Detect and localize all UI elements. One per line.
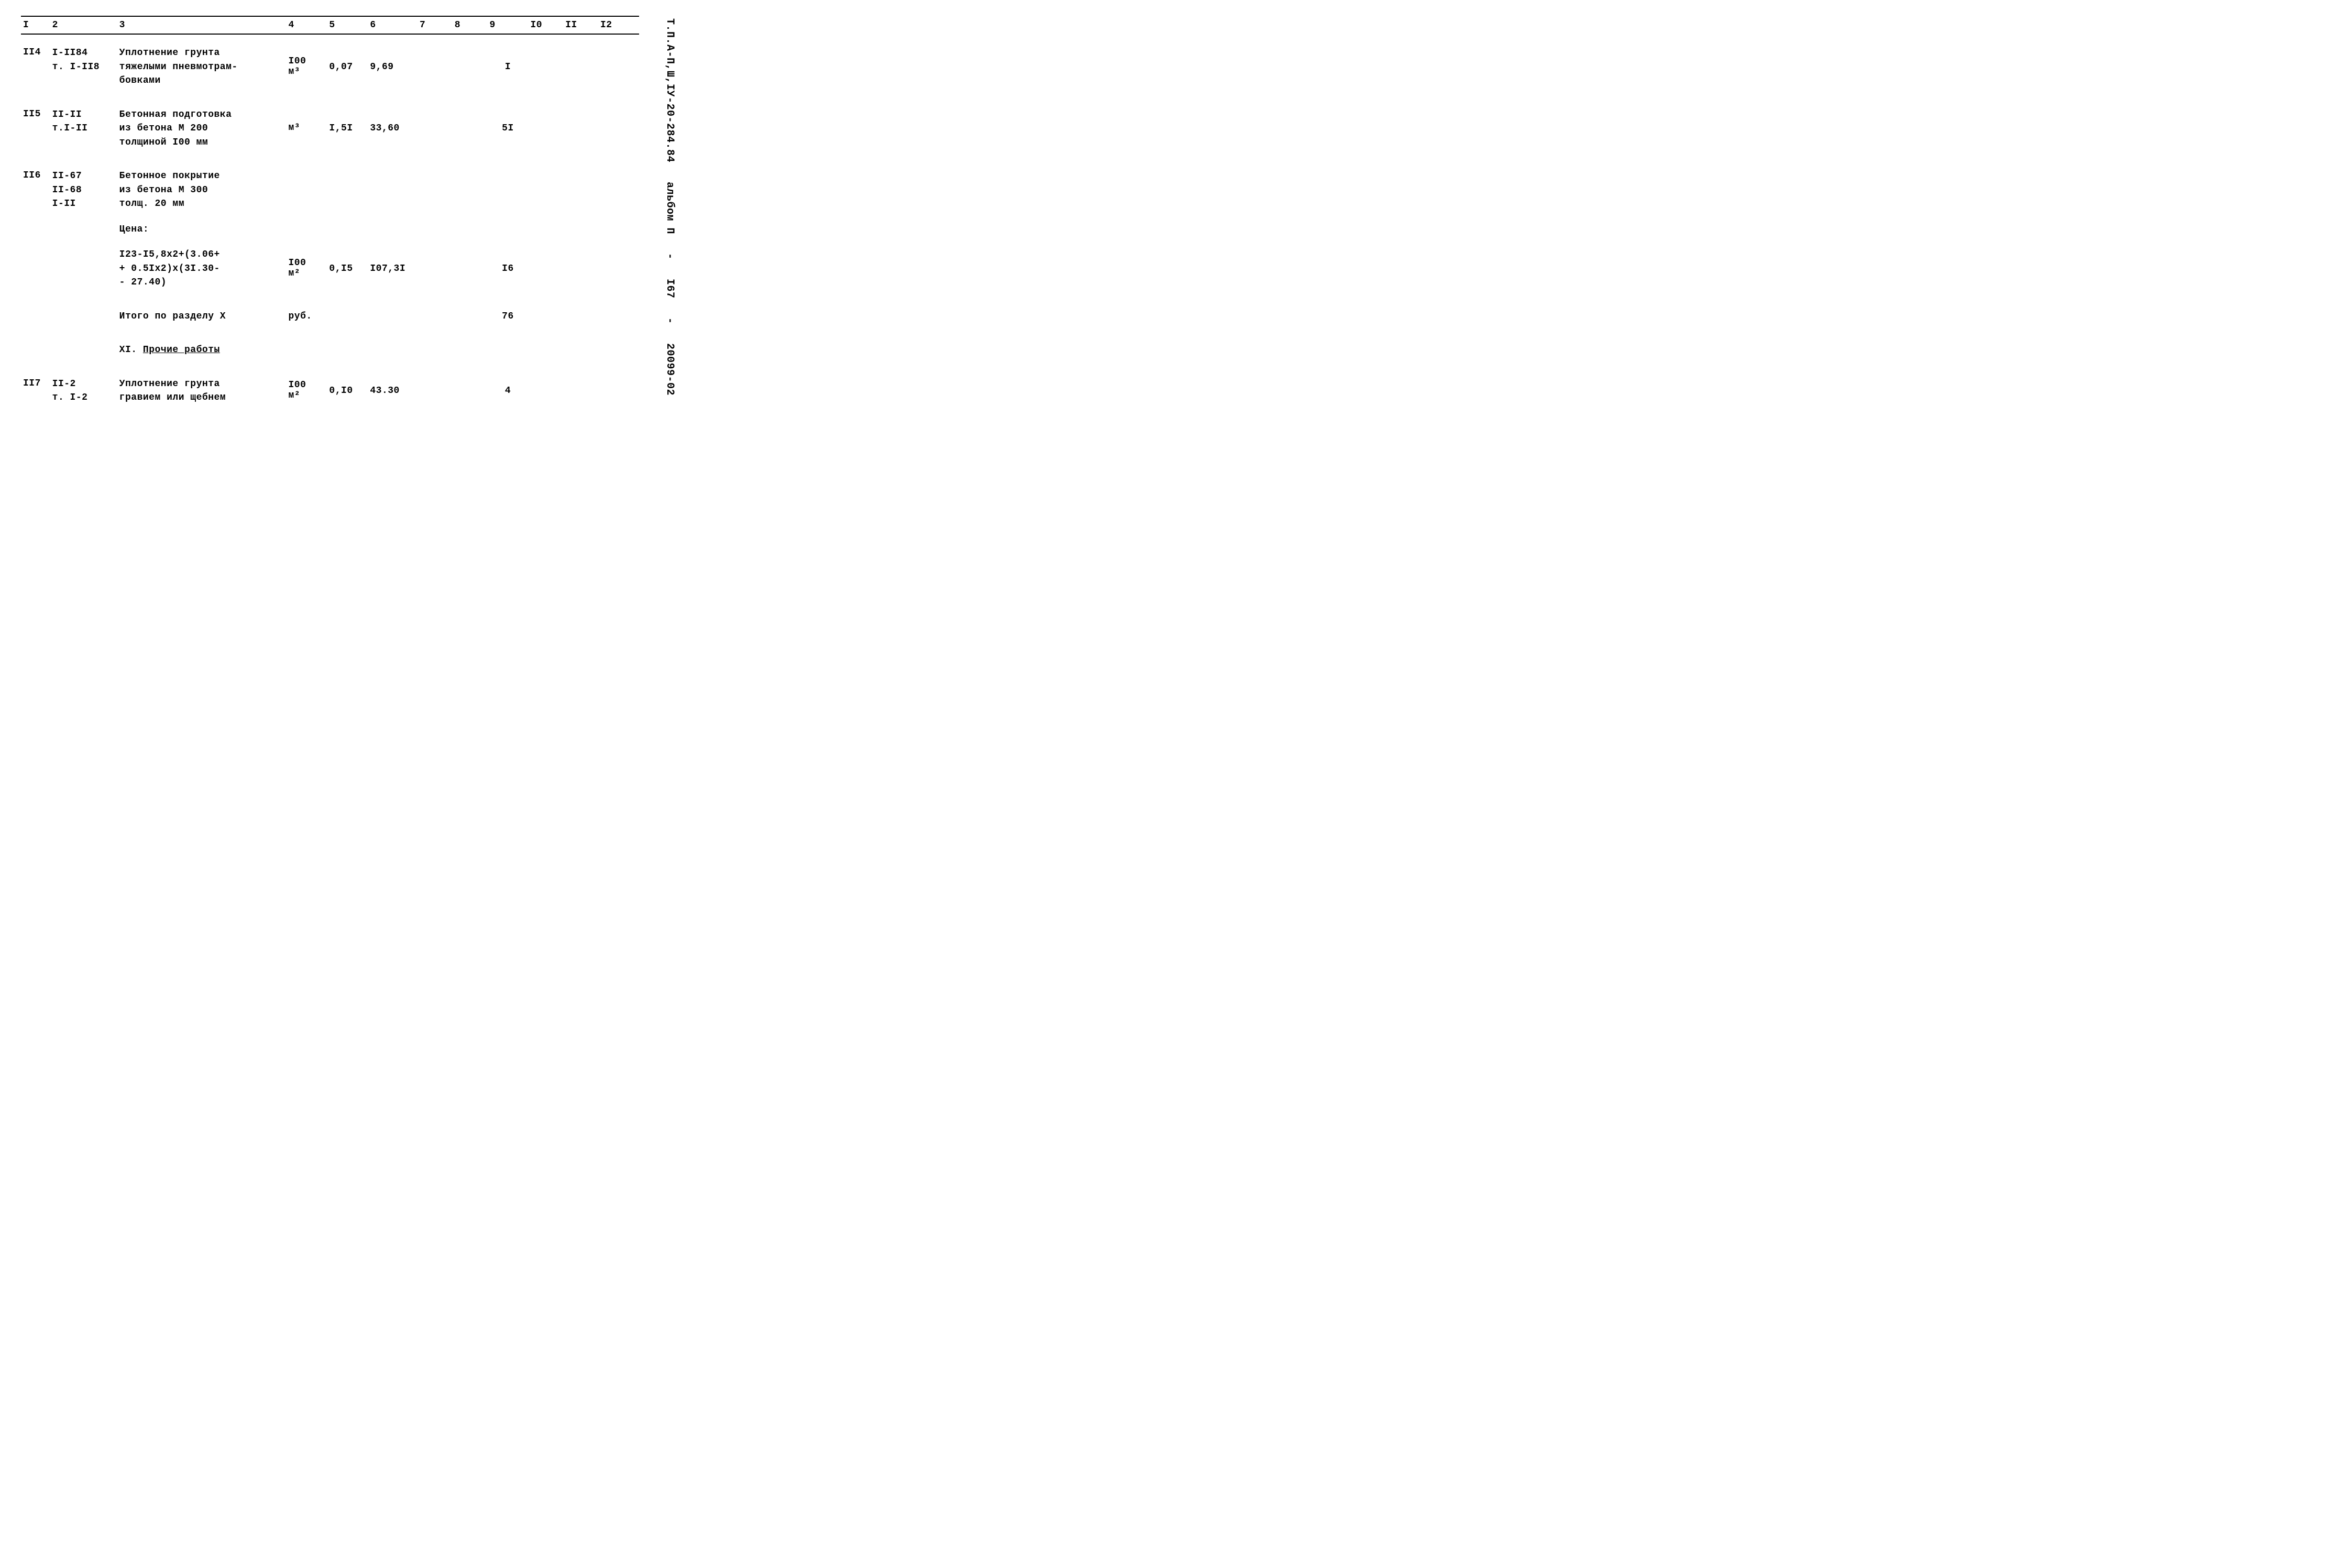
section-title-row: XI. Прочие работы xyxy=(21,343,639,357)
row-code: II-68 xyxy=(50,183,117,198)
col-header: 5 xyxy=(327,16,368,34)
doc-code: Т.П.А-П,Ш,IУ-20-284.84 xyxy=(664,18,676,162)
unit-bot: м² xyxy=(289,391,325,401)
row-number: II7 xyxy=(21,377,50,405)
col-header: I xyxy=(21,16,50,34)
page-number: I67 xyxy=(664,279,676,299)
row-description: толщиной I00 мм xyxy=(117,136,287,150)
row-description: Бетонная подготовка xyxy=(117,108,287,122)
col-header: I0 xyxy=(528,16,563,34)
table-row: Цена: xyxy=(21,223,639,237)
row-number: II5 xyxy=(21,108,50,150)
row-col5: I,5I xyxy=(327,108,368,150)
subtotal-row: Итого по разделу X руб. 76 xyxy=(21,310,639,324)
unit-top: I00 xyxy=(289,258,325,269)
price-formula: + 0.5Iх2)х(3I.30- xyxy=(117,262,287,276)
table-row: II4 I-II84 Уплотнение грунта I00 м³ 0,07… xyxy=(21,46,639,60)
price-formula: - 27.40) xyxy=(117,276,287,290)
row-description: из бетона М 300 xyxy=(117,183,287,198)
row-col9: I xyxy=(488,46,529,88)
row-col9: 5I xyxy=(488,108,529,150)
unit-bot: м² xyxy=(289,269,325,279)
row-col9: I6 xyxy=(488,248,529,290)
row-code: I-II xyxy=(50,197,117,211)
row-col5: 0,07 xyxy=(327,46,368,88)
row-description: из бетона М 200 xyxy=(117,122,287,136)
row-description: гравием или щебнем xyxy=(117,391,287,405)
page: Т.П.А-П,Ш,IУ-20-284.84 альбом П - I67 - … xyxy=(21,16,671,405)
row-col6: 43.30 xyxy=(368,377,418,405)
table-header-row: I 2 3 4 5 6 7 8 9 I0 II I2 xyxy=(21,16,639,34)
row-number: II6 xyxy=(21,169,50,211)
row-unit: I00 м³ xyxy=(287,46,327,88)
row-code: т.I-II xyxy=(50,122,117,136)
row-code: т. I-2 xyxy=(50,391,117,405)
col-header: 4 xyxy=(287,16,327,34)
dash: - xyxy=(664,317,676,324)
col-header: 6 xyxy=(368,16,418,34)
section-title-text: Прочие работы xyxy=(143,345,220,355)
subtotal-label: Итого по разделу X xyxy=(117,310,287,324)
row-code: II-2 xyxy=(50,377,117,391)
price-label: Цена: xyxy=(117,223,287,237)
row-code: т. I-II8 xyxy=(50,60,117,74)
table-row: II-68 из бетона М 300 xyxy=(21,183,639,198)
side-margin-text: Т.П.А-П,Ш,IУ-20-284.84 альбом П - I67 - … xyxy=(664,18,676,408)
serial-number: 20099-02 xyxy=(664,343,676,396)
section-title: XI. Прочие работы xyxy=(117,343,287,357)
col-header: 2 xyxy=(50,16,117,34)
album-label: альбом П xyxy=(664,182,676,234)
row-description: тяжелыми пневмотрам- xyxy=(117,60,287,74)
unit-top: I00 xyxy=(289,380,325,391)
row-col5: 0,I0 xyxy=(327,377,368,405)
col-header: 3 xyxy=(117,16,287,34)
subtotal-value: 76 xyxy=(488,310,529,324)
row-description: Уплотнение грунта xyxy=(117,46,287,60)
estimate-table: I 2 3 4 5 6 7 8 9 I0 II I2 II4 I-II84 Уп… xyxy=(21,16,639,405)
table-row: II6 II-67 Бетонное покрытие xyxy=(21,169,639,183)
col-header: 7 xyxy=(418,16,453,34)
row-code: II-67 xyxy=(50,169,117,183)
row-description: бовками xyxy=(117,74,287,88)
col-header: 9 xyxy=(488,16,529,34)
row-description: Уплотнение грунта xyxy=(117,377,287,391)
table-row: I-II толщ. 20 мм xyxy=(21,197,639,211)
row-col6: I07,3I xyxy=(368,248,418,290)
price-formula: I23-I5,8х2+(3.06+ xyxy=(117,248,287,262)
table-row: I23-I5,8х2+(3.06+ I00 м² 0,I5 I07,3I I6 xyxy=(21,248,639,262)
subtotal-unit: руб. xyxy=(287,310,327,324)
row-unit: I00 м² xyxy=(287,377,327,405)
row-description: Бетонное покрытие xyxy=(117,169,287,183)
row-description: толщ. 20 мм xyxy=(117,197,287,211)
row-col6: 9,69 xyxy=(368,46,418,88)
row-number: II4 xyxy=(21,46,50,88)
row-col5: 0,I5 xyxy=(327,248,368,290)
table-row: II5 II-II Бетонная подготовка м³ I,5I 33… xyxy=(21,108,639,122)
row-col9: 4 xyxy=(488,377,529,405)
unit-bot: м³ xyxy=(289,67,325,78)
unit-top: I00 xyxy=(289,57,325,67)
dash: - xyxy=(664,253,676,260)
row-code: I-II84 xyxy=(50,46,117,60)
table-row: II7 II-2 Уплотнение грунта I00 м² 0,I0 4… xyxy=(21,377,639,391)
col-header: I2 xyxy=(598,16,639,34)
col-header: 8 xyxy=(453,16,488,34)
row-col6: 33,60 xyxy=(368,108,418,150)
col-header: II xyxy=(563,16,598,34)
row-code: II-II xyxy=(50,108,117,122)
row-unit: м³ xyxy=(287,108,327,150)
row-unit: I00 м² xyxy=(287,248,327,290)
